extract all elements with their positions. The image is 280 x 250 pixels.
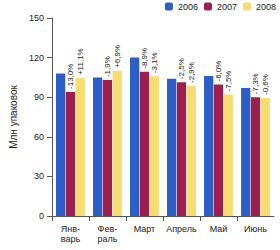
svg-text:2008: 2008 [256,2,276,12]
svg-text:Май: Май [210,224,228,234]
svg-text:варь: варь [61,234,81,244]
svg-text:Фев-: Фев- [98,224,118,234]
svg-text:Янв-: Янв- [61,224,80,234]
svg-text:+11,1%: +11,1% [76,48,85,75]
svg-text:раль: раль [97,234,117,244]
svg-text:30: 30 [34,171,44,181]
svg-text:150: 150 [29,13,44,23]
svg-text:-7,3%: -7,3% [251,73,260,94]
svg-text:2006: 2006 [178,2,198,12]
svg-text:+6,9%: +6,9% [113,45,122,68]
svg-text:2007: 2007 [217,2,237,12]
svg-text:-13,0%: -13,0% [66,64,75,89]
svg-text:60: 60 [34,132,44,142]
svg-text:0: 0 [39,211,44,221]
svg-text:Июнь: Июнь [244,224,267,234]
svg-text:120: 120 [29,53,44,63]
svg-text:Март: Март [134,224,156,234]
svg-text:90: 90 [34,92,44,102]
svg-text:-2,9%: -2,9% [187,62,196,83]
svg-text:-8,9%: -8,9% [140,48,149,69]
svg-text:Млн упаковок: Млн упаковок [8,85,19,149]
svg-text:-1,9%: -1,9% [103,56,112,77]
svg-text:-0,6%: -0,6% [261,74,270,95]
svg-text:Апрель: Апрель [166,224,197,234]
svg-text:-2,5%: -2,5% [177,58,186,79]
svg-text:-7,5%: -7,5% [224,71,233,92]
svg-text:-6,0%: -6,0% [214,61,223,82]
svg-text:-3,1%: -3,1% [150,52,159,73]
